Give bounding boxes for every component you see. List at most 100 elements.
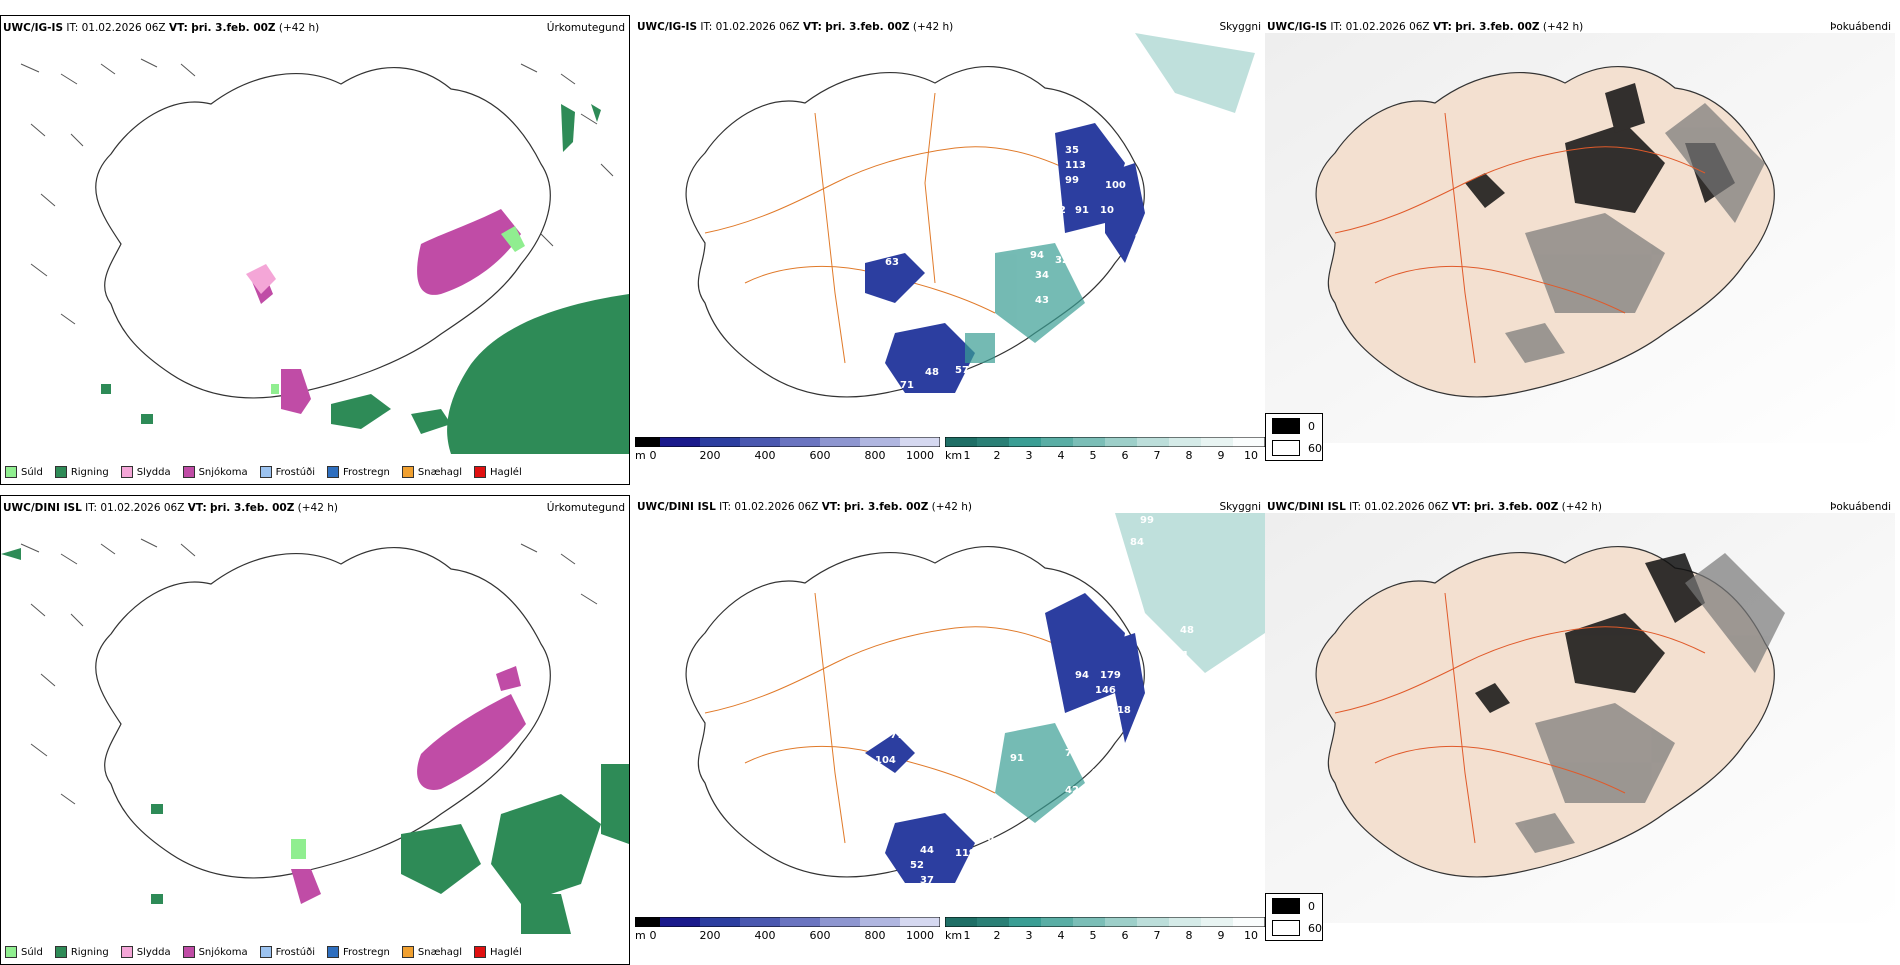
- svg-text:91: 91: [1075, 205, 1089, 216]
- fog-map: [1265, 33, 1895, 443]
- svg-text:92: 92: [950, 263, 964, 274]
- legend-label: Frostúði: [275, 466, 315, 478]
- cloud-labels-row2: 99 84 104 77 106 91 44 52 37 119 40 48 4…: [875, 515, 1194, 886]
- svg-text:35: 35: [1065, 145, 1079, 156]
- legend-label: Frostregn: [343, 466, 390, 478]
- svg-text:77: 77: [890, 730, 904, 741]
- svg-text:45: 45: [1095, 315, 1109, 326]
- svg-text:54: 54: [1165, 205, 1179, 216]
- legend-label: Rigning: [70, 466, 109, 478]
- legend-item: Haglél: [474, 946, 522, 958]
- svg-text:43: 43: [1140, 740, 1154, 751]
- fog-legend: 0 60: [1265, 893, 1323, 941]
- svg-text:44: 44: [920, 845, 934, 856]
- panel-title: UWC/IG-IS IT: 01.02.2026 06Z VT: þri. 3.…: [1267, 21, 1584, 33]
- panel-variable: Skyggni: [1219, 21, 1262, 33]
- svg-text:54: 54: [1165, 675, 1179, 686]
- legend-item: Slydda: [120, 946, 171, 958]
- svg-text:76: 76: [1110, 300, 1124, 311]
- svg-text:48: 48: [925, 367, 939, 378]
- precip-type-legend: Súld Rigning Slydda Snjókoma Frostúði Frostre…: [5, 946, 522, 958]
- cloud-map: 63 92 96 48 57 36 71 63 35 113 99 100 91…: [685, 33, 1255, 416]
- cloud-panel-row1: UWC/IG-IS IT: 01.02.2026 06Z VT: þri. 3.…: [635, 15, 1265, 485]
- svg-text:218: 218: [1110, 705, 1131, 716]
- svg-text:46: 46: [1090, 768, 1104, 779]
- legend-item: Rigning: [54, 946, 109, 958]
- svg-text:179: 179: [1100, 670, 1121, 681]
- fog-panel-row1: UWC/IG-IS IT: 01.02.2026 06Z VT: þri. 3.…: [1265, 15, 1895, 485]
- svg-text:91: 91: [1010, 753, 1024, 764]
- svg-text:59: 59: [1150, 225, 1164, 236]
- fog-map: [1265, 513, 1895, 923]
- iceland-outline: [95, 67, 551, 399]
- legend-swatch: [120, 466, 133, 478]
- panel-title: UWC/DINI ISL IT: 01.02.2026 06Z VT: þri.…: [637, 501, 973, 513]
- svg-text:94: 94: [1075, 670, 1089, 681]
- svg-text:96: 96: [975, 260, 989, 271]
- legend-swatch: [401, 466, 414, 478]
- svg-text:99: 99: [1065, 175, 1079, 186]
- svg-text:41: 41: [1105, 753, 1119, 764]
- height-colorbar: m 0 200 400 600 800 1000: [635, 437, 940, 463]
- precip-map: [20, 58, 629, 454]
- legend-label: Rigning: [70, 946, 109, 958]
- cloud-map: 99 84 104 77 106 91 44 52 37 119 40 48 4…: [685, 513, 1265, 886]
- legend-swatch: [474, 946, 487, 958]
- panel-variable: Úrkomutegund: [546, 502, 625, 514]
- legend-swatch: [474, 466, 487, 478]
- svg-text:56: 56: [1135, 265, 1149, 276]
- svg-text:52: 52: [910, 860, 924, 871]
- legend-swatch: [259, 946, 272, 958]
- height-colorbar: m 0 200 400 600 800 1000: [635, 917, 940, 943]
- precip-type-legend: Súld Rigning Slydda Snjókoma Frostúði Frostre…: [5, 466, 522, 478]
- legend-item: Súld: [5, 466, 43, 478]
- legend-item: Snjókoma: [182, 466, 248, 478]
- legend-label: Snjókoma: [198, 466, 248, 478]
- precip-map: [1, 538, 629, 934]
- svg-text:117: 117: [1145, 675, 1166, 686]
- svg-text:99: 99: [1140, 515, 1154, 526]
- panel-title: UWC/DINI ISL IT: 01.02.2026 06Z VT: þri.…: [1267, 501, 1603, 513]
- svg-text:104: 104: [875, 755, 896, 766]
- svg-text:42: 42: [1065, 785, 1079, 796]
- cloud-panel-row2: UWC/DINI ISL IT: 01.02.2026 06Z VT: þri.…: [635, 495, 1265, 965]
- legend-item: Frostúði: [259, 466, 315, 478]
- svg-text:102: 102: [1045, 205, 1066, 216]
- svg-text:37: 37: [920, 875, 934, 886]
- svg-text:94: 94: [1030, 250, 1044, 261]
- legend-item: Rigning: [54, 466, 109, 478]
- legend-label: Haglél: [490, 466, 522, 478]
- precip-panel-row1: UWC/IG-IS IT: 01.02.2026 06Z VT: þri. 3.…: [0, 15, 630, 485]
- svg-text:146: 146: [1095, 685, 1116, 696]
- svg-text:77: 77: [1065, 748, 1079, 759]
- legend-label: Frostregn: [343, 946, 390, 958]
- svg-text:119: 119: [955, 848, 976, 859]
- legend-swatch: [182, 466, 195, 478]
- legend-label: Súld: [21, 946, 43, 958]
- fog-legend: 0 60: [1265, 413, 1323, 461]
- legend-item: Snæhagl: [401, 946, 462, 958]
- svg-text:6: 6: [1145, 695, 1152, 706]
- legend-item: Frostregn: [327, 466, 390, 478]
- svg-text:53: 53: [1140, 287, 1154, 298]
- legend-label: Súld: [21, 466, 43, 478]
- svg-text:63: 63: [880, 400, 894, 411]
- legend-item: Haglél: [474, 466, 522, 478]
- svg-text:106: 106: [940, 735, 961, 746]
- svg-text:84: 84: [1130, 537, 1144, 548]
- svg-text:57: 57: [955, 365, 969, 376]
- svg-text:56: 56: [1140, 715, 1154, 726]
- cloud-labels-row1: 63 92 96 48 57 36 71 63 35 113 99 100 91…: [880, 145, 1179, 416]
- svg-text:50: 50: [1125, 740, 1139, 751]
- svg-text:113: 113: [1065, 160, 1086, 171]
- legend-swatch: [5, 946, 17, 958]
- legend-item: Súld: [5, 946, 43, 958]
- legend-item: Snæhagl: [401, 466, 462, 478]
- rain-areas: [101, 104, 629, 454]
- svg-text:63: 63: [885, 257, 899, 268]
- legend-label: Frostúði: [275, 946, 315, 958]
- legend-swatch: [327, 946, 339, 958]
- svg-text:41: 41: [1175, 650, 1189, 661]
- panel-title: UWC/DINI ISL IT: 01.02.2026 06Z VT: þri.…: [3, 502, 339, 514]
- svg-text:32: 32: [1055, 255, 1069, 266]
